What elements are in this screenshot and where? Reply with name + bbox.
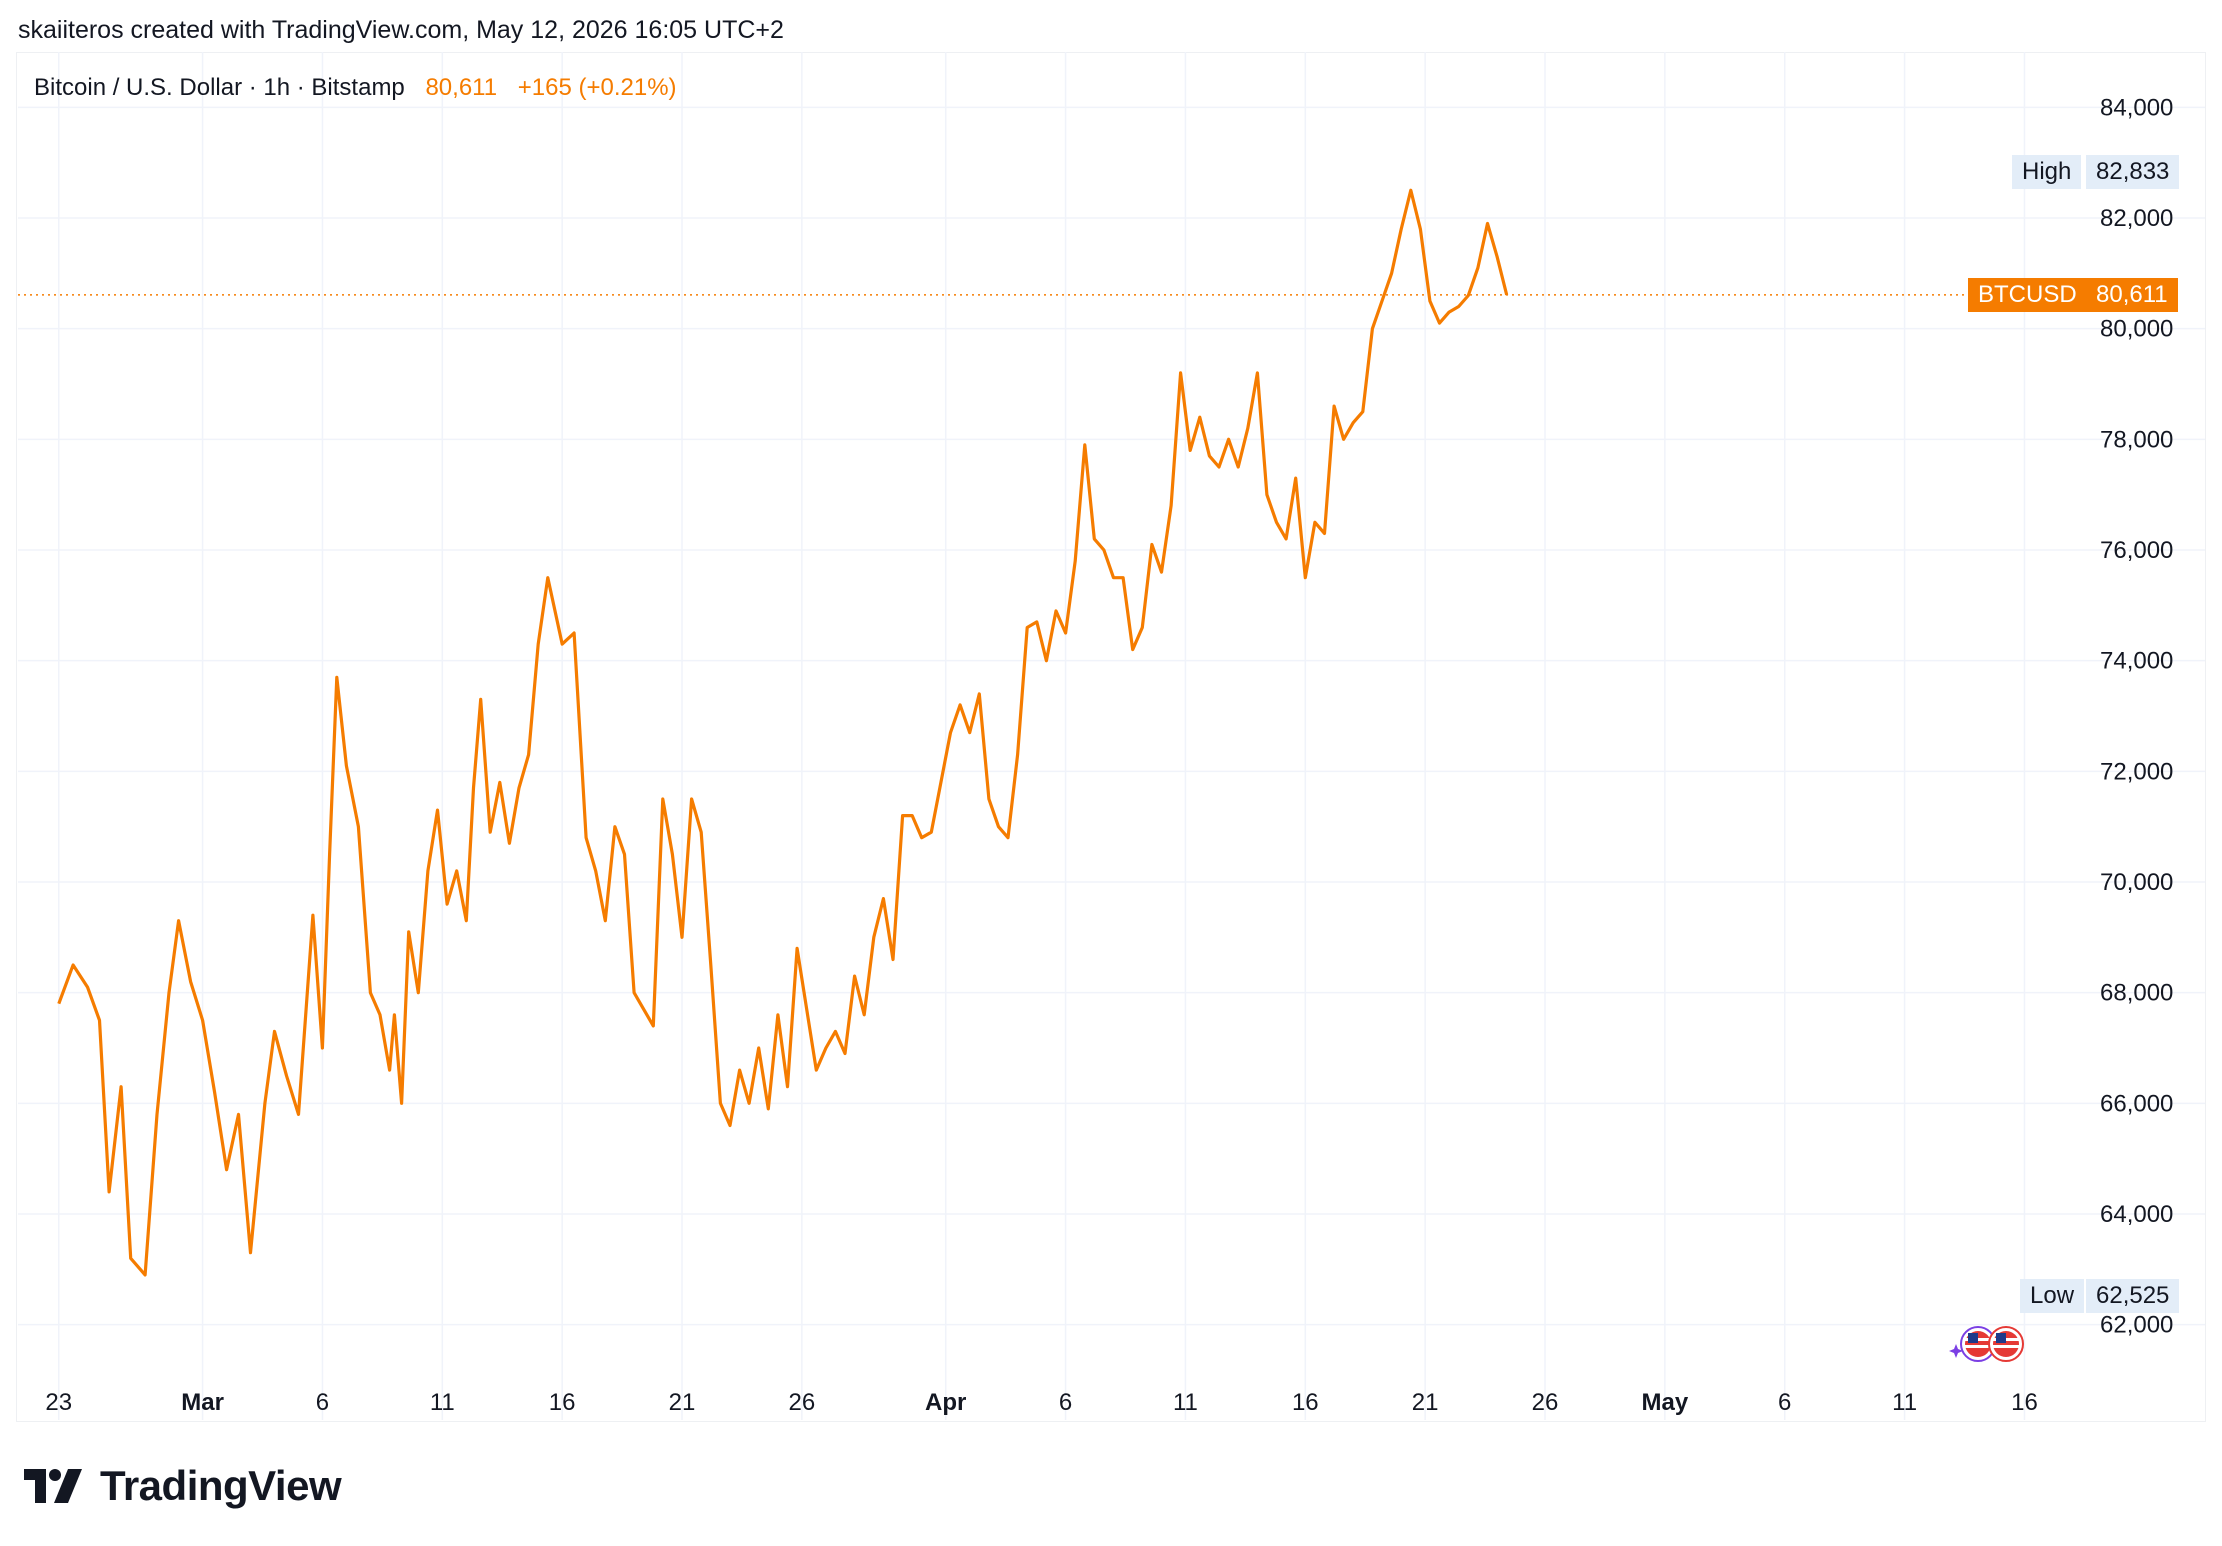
chart-legend: Bitcoin / U.S. Dollar · 1h · Bitstamp 80…	[34, 74, 677, 102]
y-tick-label: 68,000	[2100, 980, 2173, 1007]
x-tick-label: 21	[1412, 1389, 1439, 1416]
y-tick-label: 78,000	[2100, 426, 2173, 453]
x-tick-label: 21	[669, 1389, 696, 1416]
chart-credit: skaiiteros created with TradingView.com,…	[18, 16, 784, 44]
grid-lines	[18, 52, 2205, 1420]
y-tick-label: 66,000	[2100, 1090, 2173, 1117]
x-tick-label: 26	[789, 1389, 816, 1416]
y-tick-label: 76,000	[2100, 537, 2173, 564]
last-price-value: 80,611	[2086, 277, 2178, 312]
x-tick-label: 6	[316, 1389, 329, 1416]
tradingview-logo-icon	[24, 1469, 82, 1503]
legend-change: +165 (+0.21%)	[517, 74, 677, 101]
x-tick-label: 11	[1892, 1389, 1917, 1416]
chart-frame	[16, 52, 2206, 1422]
x-axis: 23 Mar 6 11 16 21 26 Apr 6 11 16 21 26 May 6 11 16	[45, 1389, 2037, 1416]
y-tick-label: 84,000	[2100, 94, 2173, 121]
x-tick-label: 6	[1778, 1389, 1791, 1416]
y-tick-label: 64,000	[2100, 1201, 2173, 1228]
x-tick-label: 6	[1059, 1389, 1072, 1416]
high-label: High	[2012, 154, 2082, 189]
symbol-description: Bitcoin / U.S. Dollar · 1h · Bitstamp	[34, 74, 405, 101]
y-tick-label: 74,000	[2100, 648, 2173, 675]
sparkle-icon	[1949, 1344, 1963, 1358]
x-tick-label: 16	[549, 1389, 576, 1416]
legend-price: 80,611	[425, 74, 498, 101]
x-tick-label: 16	[2011, 1389, 2038, 1416]
y-axis: 84,000 82,000 80,000 78,000 76,000 74,000 72,0…	[2100, 94, 2173, 1338]
price-line	[57, 188, 1509, 1277]
x-tick-label: 11	[430, 1389, 455, 1416]
y-tick-label: 70,000	[2100, 869, 2173, 896]
x-tick-label: 23	[45, 1389, 72, 1416]
x-tick-label: 16	[1292, 1389, 1319, 1416]
x-tick-label: 11	[1173, 1389, 1198, 1416]
brand-name: TradingView	[100, 1462, 342, 1509]
x-tick-label: Mar	[181, 1389, 224, 1416]
low-value: 62,525	[2086, 1278, 2180, 1313]
tradingview-logo[interactable]: TradingView	[24, 1462, 342, 1510]
x-tick-label: Apr	[925, 1389, 966, 1416]
y-tick-label: 72,000	[2100, 758, 2173, 785]
economic-events-icon[interactable]	[1948, 1322, 2028, 1366]
x-tick-label: 26	[1532, 1389, 1559, 1416]
x-tick-label: May	[1642, 1389, 1689, 1416]
high-value: 82,833	[2086, 154, 2180, 189]
y-tick-label: 82,000	[2100, 205, 2173, 232]
y-tick-label: 62,000	[2100, 1312, 2173, 1339]
low-label: Low	[2020, 1278, 2085, 1313]
y-tick-label: 80,000	[2100, 316, 2173, 343]
symbol-price-label: BTCUSD	[1968, 277, 2087, 312]
